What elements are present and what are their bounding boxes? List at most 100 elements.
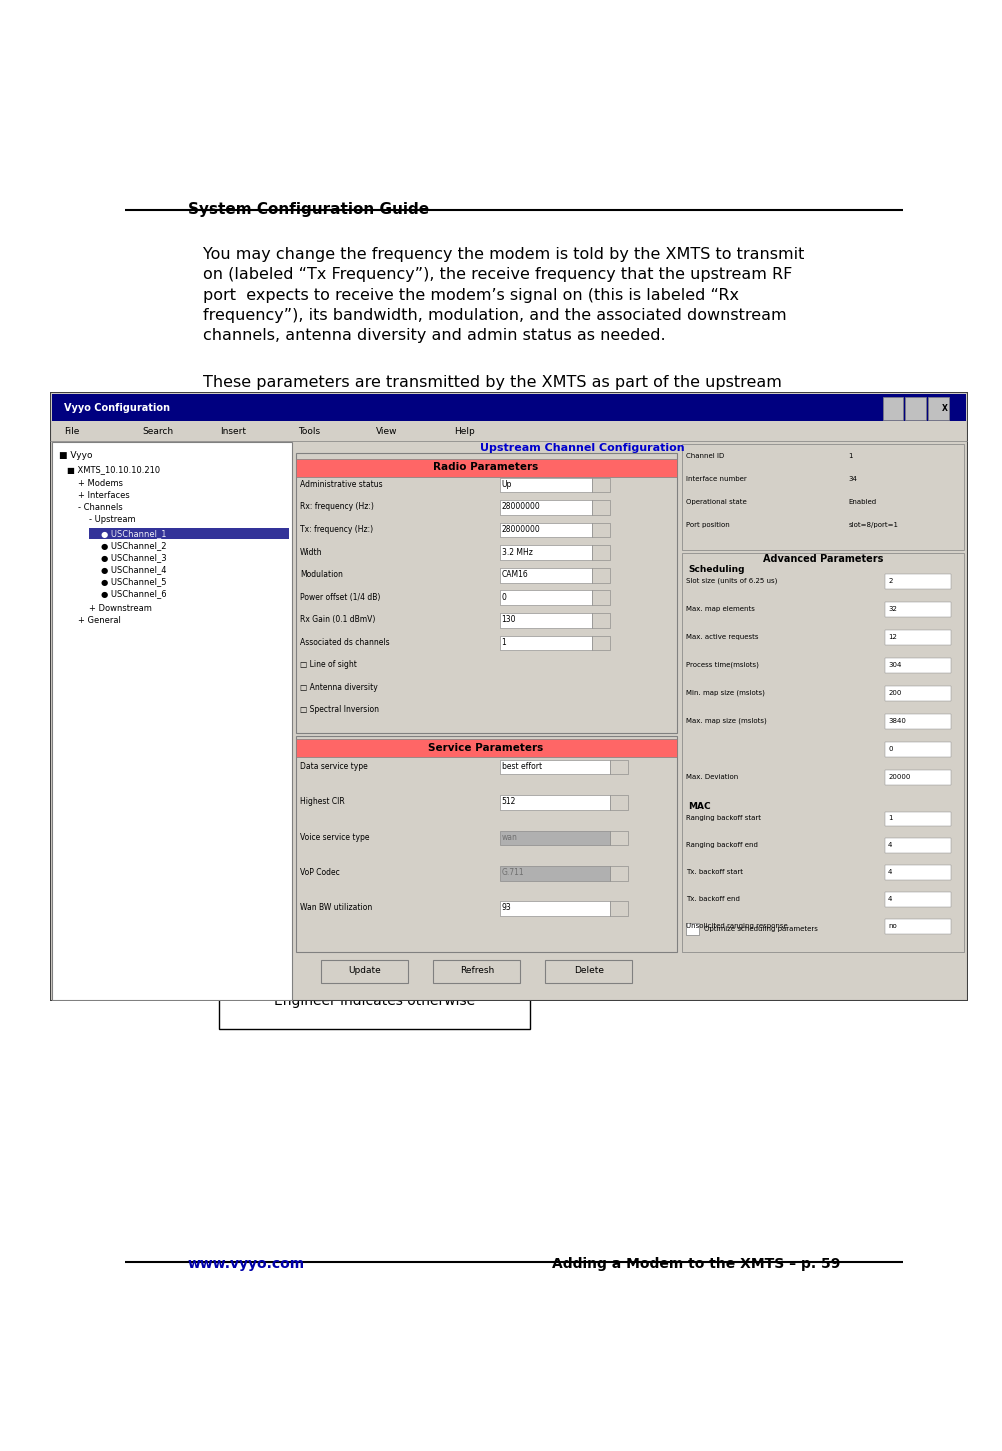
Text: Figure 5-23: Selecting and Setting Upstream Channel 1 Parameters: Figure 5-23: Selecting and Setting Upstr… — [187, 953, 767, 968]
Text: 12: 12 — [887, 634, 896, 640]
Text: Update: Update — [349, 966, 381, 975]
FancyBboxPatch shape — [905, 396, 925, 419]
Text: ● USChannel_1: ● USChannel_1 — [100, 528, 166, 538]
Text: 1: 1 — [501, 638, 506, 647]
Text: Wan BW utilization: Wan BW utilization — [300, 904, 372, 913]
Text: 5.: 5. — [175, 985, 191, 1003]
Text: Highest CIR: Highest CIR — [300, 798, 344, 807]
FancyBboxPatch shape — [885, 575, 951, 589]
Text: Port position: Port position — [685, 522, 729, 528]
Text: Ranging backoff end: Ranging backoff end — [685, 842, 758, 849]
Text: www.vyyo.com: www.vyyo.com — [187, 1257, 305, 1271]
FancyBboxPatch shape — [499, 522, 591, 537]
FancyBboxPatch shape — [681, 444, 963, 550]
Text: + General: + General — [77, 615, 120, 625]
FancyBboxPatch shape — [885, 839, 951, 853]
Text: G.711: G.711 — [501, 868, 524, 876]
Text: best effort: best effort — [501, 762, 541, 770]
FancyBboxPatch shape — [296, 459, 676, 477]
Text: Service Parameters: Service Parameters — [428, 743, 543, 753]
FancyBboxPatch shape — [591, 591, 609, 605]
Text: Max. active requests: Max. active requests — [685, 634, 758, 640]
FancyBboxPatch shape — [88, 528, 289, 538]
Text: 0: 0 — [887, 746, 892, 752]
Text: 2: 2 — [887, 577, 892, 583]
Text: ● USChannel_3: ● USChannel_3 — [100, 553, 166, 562]
Text: Tx. backoff start: Tx. backoff start — [685, 869, 742, 875]
FancyBboxPatch shape — [296, 736, 676, 952]
Text: 4: 4 — [887, 895, 892, 903]
FancyBboxPatch shape — [595, 501, 875, 579]
FancyBboxPatch shape — [685, 923, 698, 936]
FancyBboxPatch shape — [218, 956, 529, 1029]
FancyBboxPatch shape — [499, 567, 591, 582]
Text: Width: Width — [300, 547, 322, 557]
FancyBboxPatch shape — [885, 743, 951, 757]
FancyBboxPatch shape — [499, 477, 591, 492]
FancyBboxPatch shape — [160, 711, 331, 833]
FancyBboxPatch shape — [50, 392, 967, 1001]
Text: ● USChannel_6: ● USChannel_6 — [100, 589, 166, 599]
FancyBboxPatch shape — [499, 546, 591, 560]
Text: You may change the frequency the modem is told by the XMTS to transmit
on (label: You may change the frequency the modem i… — [202, 247, 804, 344]
Text: Refresh: Refresh — [459, 966, 494, 975]
Text: CAM16: CAM16 — [501, 570, 528, 579]
Text: Channel ID: Channel ID — [685, 453, 723, 459]
FancyBboxPatch shape — [499, 901, 609, 916]
FancyBboxPatch shape — [591, 522, 609, 537]
Text: 20000: 20000 — [887, 773, 910, 781]
Text: Associated ds channels: Associated ds channels — [300, 638, 389, 647]
Text: 28000000: 28000000 — [501, 502, 540, 511]
Text: no: no — [887, 923, 896, 929]
Text: Process time(mslots): Process time(mslots) — [685, 662, 759, 667]
FancyBboxPatch shape — [591, 477, 609, 492]
FancyBboxPatch shape — [499, 636, 591, 650]
Text: - Upstream: - Upstream — [88, 515, 135, 524]
Text: System Configuration Guide: System Configuration Guide — [187, 202, 428, 218]
FancyBboxPatch shape — [885, 659, 951, 673]
Text: Max. map size (mslots): Max. map size (mslots) — [685, 718, 767, 724]
Text: Rx: frequency (Hz:): Rx: frequency (Hz:) — [300, 502, 374, 511]
Text: Radio Parameters: Radio Parameters — [433, 463, 538, 473]
FancyBboxPatch shape — [885, 630, 951, 644]
Text: Interface number: Interface number — [685, 476, 746, 482]
Text: + Downstream: + Downstream — [88, 604, 151, 612]
FancyBboxPatch shape — [609, 830, 627, 844]
FancyBboxPatch shape — [885, 918, 951, 933]
Text: - Channels: - Channels — [77, 503, 122, 512]
Text: Help: Help — [454, 427, 474, 435]
Text: Administrative status: Administrative status — [300, 480, 382, 489]
FancyBboxPatch shape — [499, 830, 609, 844]
Text: + Modems: + Modems — [77, 479, 122, 488]
Text: This XMTS upstream channel
will receive on this frequency: This XMTS upstream channel will receive … — [633, 524, 837, 556]
FancyBboxPatch shape — [591, 612, 609, 628]
FancyBboxPatch shape — [499, 795, 609, 810]
Text: Insert: Insert — [219, 427, 245, 435]
Text: Adding a Modem to the XMTS – p. 59: Adding a Modem to the XMTS – p. 59 — [551, 1257, 840, 1271]
FancyBboxPatch shape — [52, 395, 965, 421]
Text: Max. map elements: Max. map elements — [685, 605, 755, 612]
Text: ● USChannel_1: ● USChannel_1 — [100, 528, 166, 538]
FancyBboxPatch shape — [499, 866, 609, 881]
FancyBboxPatch shape — [591, 636, 609, 650]
FancyBboxPatch shape — [296, 739, 676, 757]
FancyBboxPatch shape — [885, 892, 951, 907]
FancyBboxPatch shape — [609, 760, 627, 775]
Text: Voice service type: Voice service type — [300, 833, 369, 842]
FancyBboxPatch shape — [499, 501, 591, 515]
Text: Check  this box unless your System
Engineer indicates otherwise: Check this box unless your System Engine… — [250, 977, 497, 1008]
Text: Scheduling: Scheduling — [687, 566, 743, 575]
FancyBboxPatch shape — [609, 795, 627, 810]
Text: Max. Deviation: Max. Deviation — [685, 773, 737, 781]
Text: ■ XMTS_10.10.10.210: ■ XMTS_10.10.10.210 — [66, 466, 159, 474]
FancyBboxPatch shape — [885, 714, 951, 728]
FancyBboxPatch shape — [544, 959, 631, 982]
Text: These are the XMTS
downstream channels
associated with this
XMTS upstream channe: These are the XMTS downstream channels a… — [161, 739, 330, 805]
Text: 3.2 MHz: 3.2 MHz — [501, 547, 532, 557]
FancyBboxPatch shape — [885, 811, 951, 826]
FancyBboxPatch shape — [681, 553, 963, 952]
Text: Enabled: Enabled — [848, 499, 876, 505]
Text: Optimize scheduling parameters: Optimize scheduling parameters — [702, 926, 817, 933]
Text: 34: 34 — [848, 476, 857, 482]
Text: File: File — [64, 427, 79, 435]
